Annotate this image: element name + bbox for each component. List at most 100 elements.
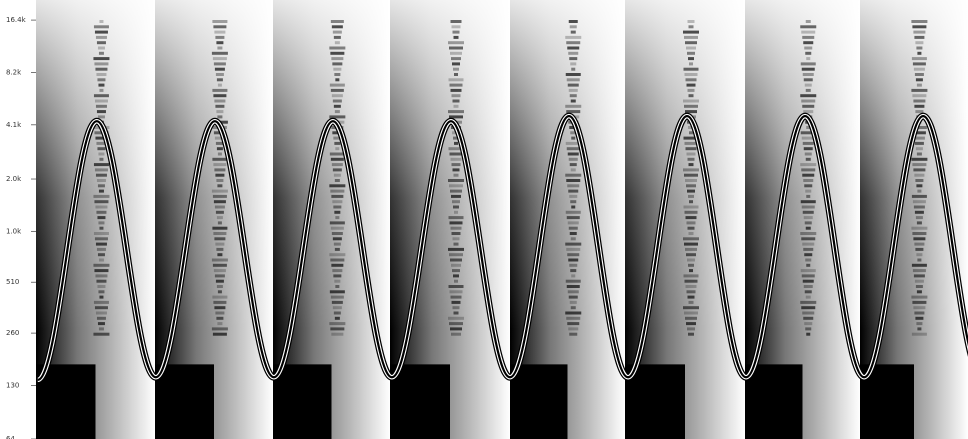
stripe	[566, 41, 580, 44]
stripe	[330, 290, 345, 293]
stripe	[334, 211, 340, 214]
stripe	[213, 232, 226, 235]
stripe	[217, 285, 223, 288]
stripe	[805, 190, 811, 193]
stripe	[805, 153, 812, 156]
stripe	[332, 94, 343, 97]
stripe	[96, 211, 106, 214]
stripe	[213, 264, 227, 267]
stripe	[97, 248, 106, 251]
stripe	[214, 62, 226, 65]
stripe	[333, 31, 342, 34]
stripe	[99, 20, 103, 23]
stripe	[571, 306, 576, 309]
segment-low	[510, 364, 568, 439]
stripe	[803, 248, 813, 251]
stripe	[916, 216, 923, 219]
stripe	[331, 89, 344, 92]
stripe	[915, 73, 924, 76]
stripe	[912, 232, 926, 235]
stripe	[685, 41, 697, 44]
stripe	[453, 306, 460, 309]
stripe	[914, 206, 925, 209]
stripe	[806, 195, 810, 198]
stripe	[570, 25, 577, 28]
stripe	[806, 158, 811, 161]
stripe	[686, 184, 696, 187]
stripe	[95, 306, 108, 309]
stripe	[215, 274, 225, 277]
stripe	[335, 285, 339, 288]
stripe	[217, 147, 223, 150]
stripe	[94, 301, 109, 304]
stripe	[452, 62, 460, 65]
stripe	[215, 312, 224, 315]
stripe	[333, 68, 341, 71]
stripe	[801, 200, 816, 203]
stripe	[335, 41, 340, 44]
stripe	[683, 31, 699, 34]
stripe	[688, 227, 695, 230]
stripe	[566, 280, 581, 283]
stripe	[214, 100, 225, 103]
stripe	[333, 168, 342, 171]
stripe	[453, 31, 460, 34]
stripe	[685, 280, 698, 283]
stripe	[99, 158, 103, 161]
stripe	[570, 301, 577, 304]
stripe	[685, 317, 697, 320]
stripe	[335, 147, 339, 150]
stripe	[218, 153, 222, 156]
stripe	[912, 163, 926, 166]
stripe	[567, 184, 579, 187]
stripe	[571, 137, 575, 140]
stripe	[214, 269, 226, 272]
stripe	[805, 52, 811, 55]
stripe	[569, 296, 578, 299]
stripe	[685, 179, 697, 182]
stripe	[683, 168, 699, 171]
stripe	[567, 47, 579, 50]
stripe	[569, 333, 577, 336]
y-tick-label: 1.0k	[6, 227, 22, 235]
stripe	[571, 237, 576, 240]
stripe	[915, 110, 923, 113]
stripe	[332, 301, 343, 304]
stripe	[569, 264, 577, 267]
stripe	[452, 200, 460, 203]
stripe	[687, 290, 696, 293]
stripe	[566, 211, 581, 214]
stripe	[329, 322, 345, 325]
stripe	[689, 131, 693, 134]
stripe	[689, 232, 694, 235]
stripe	[804, 184, 812, 187]
stripe	[96, 73, 106, 76]
stripe	[216, 73, 224, 76]
stripe	[334, 105, 341, 108]
stripe	[687, 84, 696, 87]
stripe	[330, 84, 345, 87]
stripe	[801, 31, 815, 34]
stripe	[97, 147, 105, 150]
stripe	[94, 200, 108, 203]
stripe	[332, 232, 343, 235]
stripe	[801, 62, 816, 65]
stripe	[453, 274, 459, 277]
stripe	[212, 158, 227, 161]
stripe	[800, 25, 816, 28]
stripe	[97, 78, 105, 81]
stripe	[94, 163, 109, 166]
stripe	[685, 211, 698, 214]
stripe	[913, 200, 926, 203]
stripe	[686, 285, 697, 288]
stripe	[565, 105, 581, 108]
stripe	[453, 237, 460, 240]
stripe	[94, 25, 109, 28]
stripe	[454, 243, 459, 246]
stripe	[452, 269, 460, 272]
stripe	[684, 312, 698, 315]
stripe	[804, 216, 813, 219]
stripe	[565, 36, 581, 39]
stripe	[570, 232, 577, 235]
stripe	[449, 47, 463, 50]
